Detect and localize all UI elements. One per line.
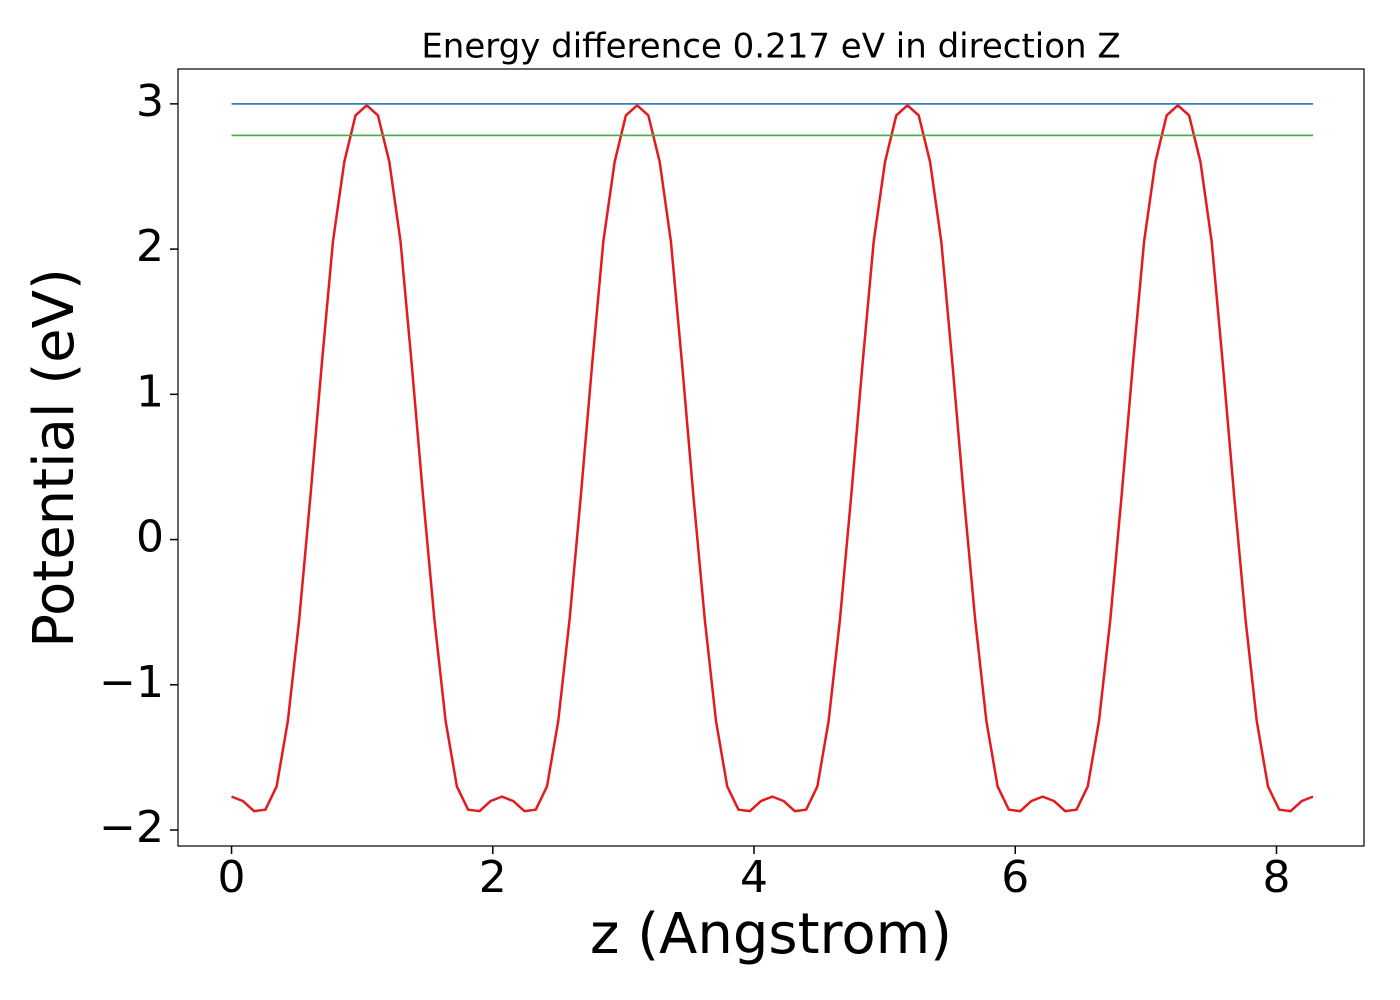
x-axis-label: z (Angstrom) (590, 902, 952, 967)
x-tick-label: 2 (479, 852, 507, 903)
plot-frame (177, 68, 1365, 847)
y-tick-label: 0 (136, 512, 164, 563)
y-tick-label: 1 (136, 366, 164, 417)
x-tick-label: 6 (1001, 852, 1029, 903)
x-tick-label: 4 (740, 852, 768, 903)
y-tick-label: −1 (99, 657, 164, 708)
y-axis-label: Potential (eV) (22, 268, 87, 648)
x-tick-label: 8 (1262, 852, 1290, 903)
series-line (231, 104, 1314, 813)
chart-title: Energy difference 0.217 eV in direction … (421, 27, 1120, 67)
x-tick-label: 0 (218, 852, 246, 903)
y-tick-label: 3 (136, 76, 164, 127)
y-tick-label: 2 (136, 221, 164, 272)
y-tick-label: −2 (99, 802, 164, 853)
